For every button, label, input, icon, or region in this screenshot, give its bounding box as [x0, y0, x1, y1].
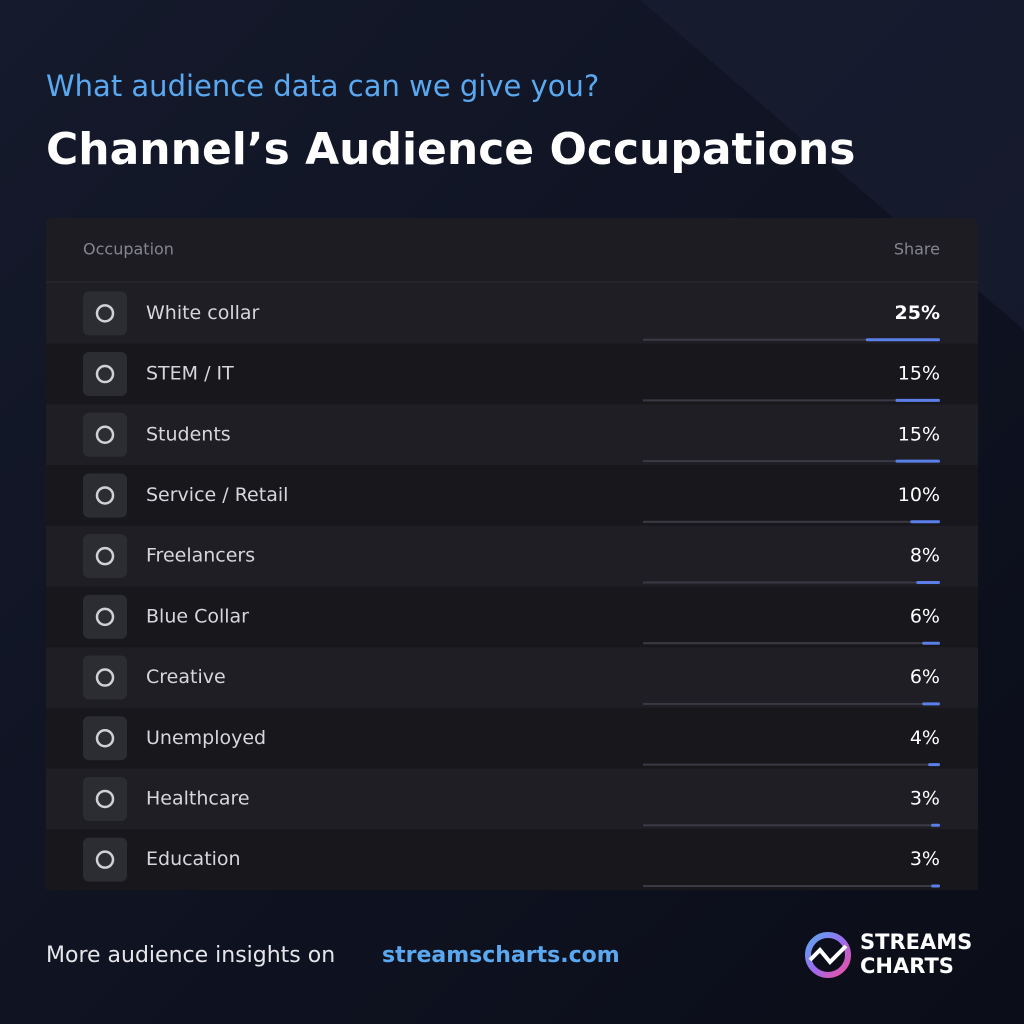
icon-box — [83, 473, 127, 518]
bar-track — [643, 520, 940, 523]
bar — [895, 398, 940, 402]
value-label: 6% — [910, 666, 940, 688]
icon — [95, 850, 115, 869]
bar — [922, 702, 940, 706]
row-bg — [46, 707, 978, 769]
icon — [95, 425, 115, 444]
value-label: 6% — [910, 605, 940, 627]
icon-box — [83, 412, 127, 457]
category-label: Students — [146, 423, 231, 445]
icon — [95, 607, 115, 627]
icon — [95, 304, 115, 323]
category-label: Blue Collar — [146, 605, 249, 627]
row-bg — [46, 465, 978, 526]
column-header: Occupation — [83, 240, 174, 259]
logo: STREAMS CHARTS — [805, 930, 972, 978]
value-label: 15% — [898, 363, 940, 385]
title: Channel’s Audience Occupations — [46, 124, 855, 175]
category-label: Service / Retail — [146, 484, 288, 506]
footer-link[interactable]: streamscharts.com — [382, 943, 620, 968]
icon-box — [83, 655, 127, 700]
bar-track — [643, 581, 940, 584]
value-label: 8% — [910, 545, 940, 567]
value-label: 3% — [910, 787, 940, 809]
logo-mark — [805, 932, 851, 978]
icon-box — [83, 291, 127, 336]
icon — [95, 364, 115, 384]
bar — [931, 884, 940, 888]
bar-track — [643, 824, 940, 827]
category-label: Creative — [146, 666, 226, 688]
logo-line — [808, 944, 848, 965]
row-bg — [46, 829, 978, 890]
category-label: White collar — [146, 302, 260, 324]
row-bg — [46, 586, 978, 648]
icon-box — [83, 534, 127, 579]
row-bg — [46, 768, 978, 830]
value-label: 15% — [898, 423, 940, 445]
row-bg — [46, 283, 978, 344]
bar — [928, 763, 940, 767]
icon — [95, 668, 115, 687]
category-label: Education — [146, 848, 241, 870]
icon-box — [83, 594, 127, 639]
column-header: Share — [894, 240, 940, 259]
category-label: Healthcare — [146, 787, 250, 809]
bar-track — [643, 399, 940, 402]
rows: White collar 25% STEM / IT 15% Students 15% Se… — [46, 283, 978, 890]
bar-track — [643, 763, 940, 766]
bar-track — [643, 460, 940, 463]
category-label: STEM / IT — [146, 363, 234, 385]
bar-track — [643, 702, 940, 705]
brand: CHARTS — [860, 954, 954, 978]
bar-track — [643, 885, 940, 887]
subtitle: What audience data can we give you? — [46, 69, 599, 103]
icon — [95, 486, 115, 505]
bar — [916, 581, 940, 584]
row-bg — [46, 404, 978, 466]
value-label: 3% — [910, 848, 940, 870]
brand: STREAMS — [860, 930, 972, 954]
bar — [865, 338, 940, 342]
bar — [931, 823, 940, 827]
icon-box — [83, 837, 127, 882]
icon — [95, 729, 115, 748]
value-label: 4% — [910, 727, 940, 749]
category-label: Freelancers — [146, 545, 255, 567]
icon-box — [83, 716, 127, 761]
bar — [895, 459, 940, 463]
icon-box — [83, 776, 127, 821]
bar-track — [643, 338, 940, 341]
row-bg — [46, 343, 978, 405]
footer-text: More audience insights on — [46, 943, 335, 968]
row-bg — [46, 647, 978, 708]
value-label: 25% — [895, 302, 940, 324]
bar-track — [643, 642, 940, 645]
bar — [922, 641, 940, 645]
category-label: Unemployed — [146, 727, 266, 749]
bar — [910, 520, 940, 524]
icon — [95, 546, 115, 566]
row-bg — [46, 525, 978, 587]
value-label: 10% — [898, 484, 940, 506]
icon — [95, 789, 115, 809]
icon-box — [83, 352, 127, 397]
